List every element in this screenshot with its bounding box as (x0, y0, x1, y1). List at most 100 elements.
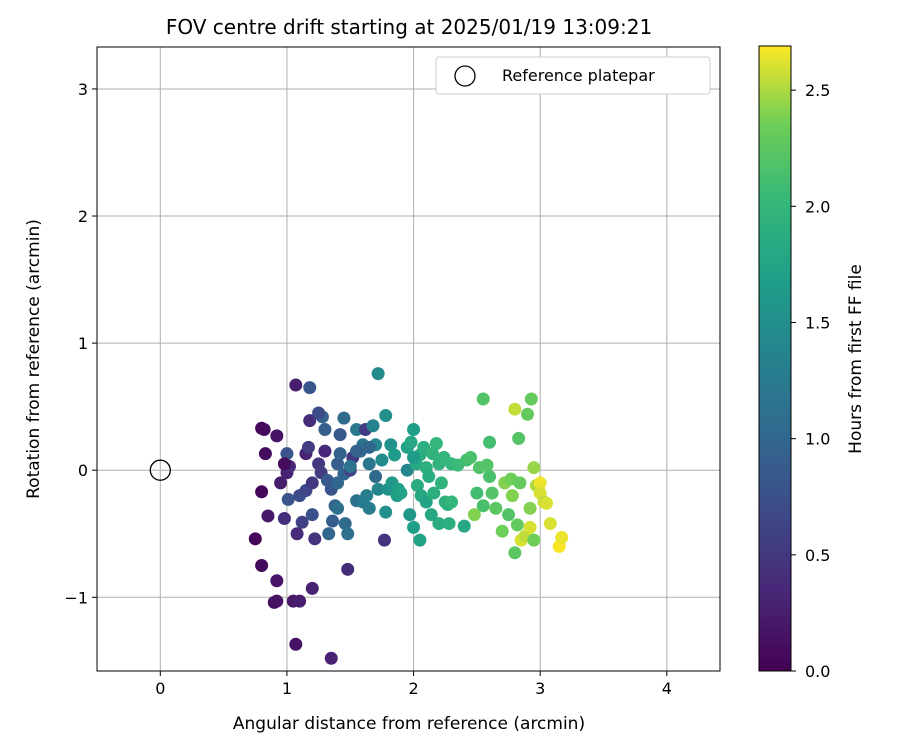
data-point (289, 637, 303, 651)
colorbar-tick-label: 1.0 (805, 430, 830, 449)
data-point (341, 562, 355, 576)
data-point (379, 505, 393, 519)
data-point (261, 509, 275, 523)
data-point (426, 447, 440, 461)
y-tick-label: −1 (64, 588, 88, 607)
data-point (303, 381, 317, 395)
data-point (510, 518, 524, 532)
data-point (512, 431, 526, 445)
data-point (338, 517, 352, 531)
data-point (331, 457, 345, 471)
data-point (508, 546, 522, 560)
colorbar-tick-label: 1.5 (805, 313, 830, 332)
data-point (270, 594, 284, 608)
data-point (464, 450, 478, 464)
data-point (305, 581, 319, 595)
data-point (305, 476, 319, 490)
data-point (337, 411, 351, 425)
data-point (369, 470, 383, 484)
data-point (270, 429, 284, 443)
data-point (404, 435, 418, 449)
data-point (333, 447, 347, 461)
legend-box (435, 56, 711, 95)
data-point (483, 470, 497, 484)
data-point (322, 527, 336, 541)
x-axis-ticks: 0 1 2 3 4 (155, 671, 672, 698)
data-point (318, 444, 332, 458)
data-point (331, 501, 345, 515)
data-point (303, 414, 317, 428)
colorbar-tick-label: 2.0 (805, 197, 830, 216)
data-point (442, 517, 456, 531)
data-point (524, 392, 538, 406)
data-point (305, 508, 319, 522)
data-point (379, 409, 393, 423)
chart-title: FOV centre drift starting at 2025/01/19 … (166, 15, 652, 39)
x-tick-label: 4 (662, 679, 672, 698)
data-point (505, 489, 519, 503)
data-point (424, 508, 438, 522)
data-point (508, 402, 522, 416)
data-point (445, 495, 459, 509)
data-point (457, 519, 471, 533)
data-points (248, 367, 569, 665)
data-point (293, 594, 307, 608)
data-point (527, 461, 541, 475)
legend-marker-icon (454, 65, 476, 87)
data-point (371, 482, 385, 496)
data-point (540, 496, 554, 510)
colorbar-tick-label: 2.5 (805, 81, 830, 100)
data-point (280, 447, 294, 461)
data-point (555, 531, 569, 545)
data-point (476, 392, 490, 406)
data-point (333, 428, 347, 442)
data-point (527, 533, 541, 547)
data-point (485, 486, 499, 500)
data-point (255, 485, 269, 499)
y-tick-label: 0 (78, 461, 88, 480)
data-point (258, 447, 272, 461)
data-point (375, 453, 389, 467)
x-tick-label: 1 (282, 679, 292, 698)
colorbar-tick-label: 0.5 (805, 546, 830, 565)
data-point (274, 476, 288, 490)
data-point (483, 435, 497, 449)
data-point (407, 450, 421, 464)
data-point (290, 527, 304, 541)
data-point (427, 486, 441, 500)
data-point (422, 470, 436, 484)
data-point (362, 501, 376, 515)
data-point (403, 508, 417, 522)
data-point (362, 457, 376, 471)
data-point (502, 508, 516, 522)
data-point (289, 378, 303, 392)
data-point (270, 574, 284, 588)
data-point (362, 440, 376, 454)
data-point (281, 492, 295, 506)
data-point (394, 486, 408, 500)
data-point (470, 486, 484, 500)
data-point (480, 458, 494, 472)
legend: Reference platepar (435, 56, 711, 95)
colorbar-tick-label: 0.0 (805, 662, 830, 681)
data-point (326, 514, 340, 528)
plot-frame (96, 46, 721, 672)
colorbar-ticks: 0.0 0.5 1.0 1.5 2.0 2.5 (791, 81, 830, 681)
data-point (341, 527, 355, 541)
y-axis-ticks: −1 0 1 2 3 (64, 80, 97, 607)
data-point (434, 476, 448, 490)
data-point (419, 495, 433, 509)
data-point (533, 476, 547, 490)
data-point (407, 520, 421, 534)
data-point (476, 499, 490, 513)
data-point (384, 438, 398, 452)
data-point (318, 423, 332, 437)
data-point (371, 367, 385, 381)
data-point (377, 533, 391, 547)
colorbar-gradient (758, 45, 792, 672)
colorbar-label: Hours from first FF file (846, 264, 866, 454)
data-point (308, 532, 322, 546)
data-point (467, 508, 481, 522)
data-point (324, 651, 338, 665)
